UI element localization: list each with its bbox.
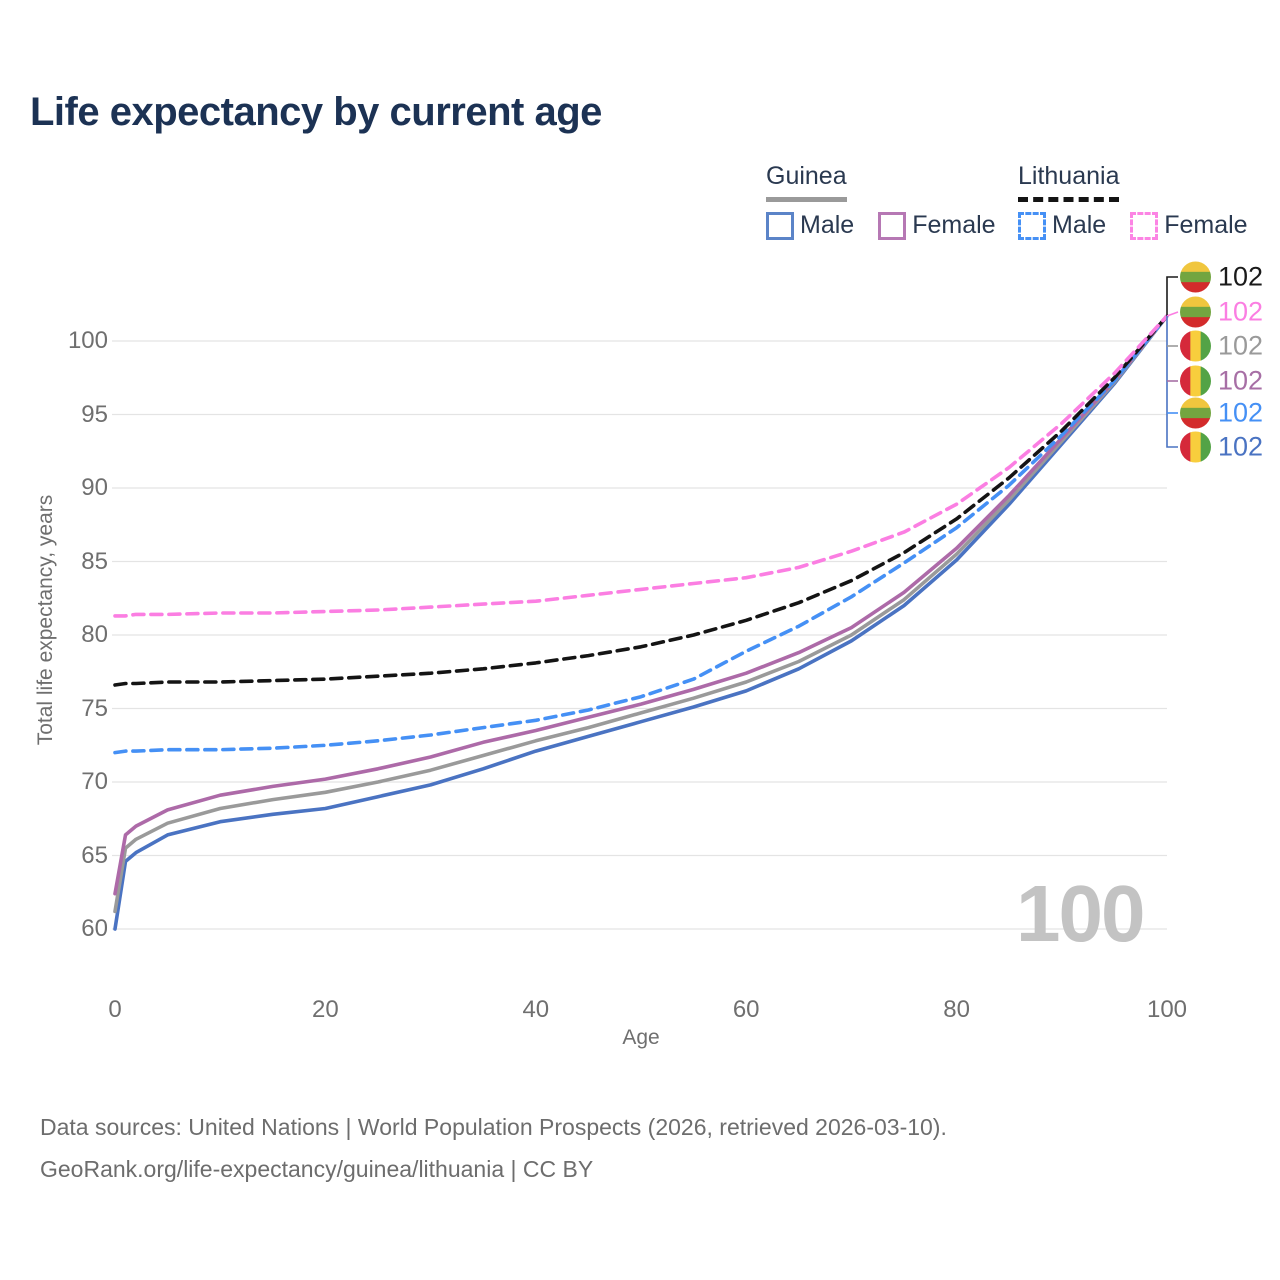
- y-tick-label-65: 65: [81, 841, 108, 869]
- end-label-value: 102: [1218, 365, 1264, 396]
- y-tick-label-95: 95: [81, 400, 108, 428]
- end-label-value: 102: [1218, 330, 1264, 361]
- end-label-guinea-both-sexes: 102: [1180, 330, 1264, 362]
- series-line-lithuania-both: [113, 314, 1169, 687]
- end-label-value: 102: [1218, 296, 1264, 327]
- guinea-flag-icon: [1180, 365, 1211, 397]
- legend-item-lithuania-male[interactable]: Male: [1052, 211, 1107, 239]
- footer: Data sources: United Nations | World Pop…: [40, 1106, 947, 1190]
- end-label-guinea-male: 102: [1180, 431, 1264, 463]
- lithuania-flag-icon: [1180, 296, 1211, 328]
- lithuania-flag-icon: [1180, 397, 1211, 429]
- age-watermark: 100: [1016, 869, 1145, 958]
- guinea-flag-icon: [1180, 330, 1211, 362]
- x-tick-label-40: 40: [522, 996, 550, 1023]
- guinea-flag-icon: [1180, 365, 1211, 397]
- data-sources-line: Data sources: United Nations | World Pop…: [40, 1114, 947, 1140]
- guinea-flag-icon: [1180, 431, 1211, 463]
- legend-header-guinea: Guinea: [766, 162, 847, 202]
- end-label-lithuania-female: 102: [1180, 296, 1264, 328]
- y-tick-label-85: 85: [81, 547, 108, 575]
- guinea-flag-icon: [1180, 330, 1211, 362]
- end-label-lithuania-both-sexes: 102: [1180, 261, 1264, 293]
- attribution-line: GeoRank.org/life-expectancy/guinea/lithu…: [40, 1156, 594, 1182]
- legend-item-lithuania-female[interactable]: Female: [1164, 211, 1248, 239]
- end-label-value: 102: [1218, 397, 1264, 428]
- x-tick-label-20: 20: [312, 996, 339, 1023]
- x-tick-label-60: 60: [732, 996, 760, 1023]
- leader-line-lithuania-both: [1166, 276, 1178, 317]
- lithuania-flag-icon: [1180, 296, 1211, 328]
- legend-header-lithuania: Lithuania: [1018, 162, 1120, 202]
- end-label-value: 102: [1218, 261, 1264, 292]
- y-tick-label-80: 80: [81, 621, 108, 648]
- y-tick-label-60: 60: [81, 915, 108, 942]
- lithuania-flag-icon: [1180, 261, 1211, 293]
- legend-group-guinea: Guinea Male Female: [766, 162, 1020, 240]
- y-tick-label-75: 75: [81, 694, 108, 722]
- series-line-guinea-female: [113, 314, 1169, 896]
- series-line-guinea-male: [113, 314, 1169, 931]
- x-tick-label-100: 100: [1146, 996, 1188, 1023]
- lithuania-male-swatch-icon[interactable]: [1018, 211, 1046, 240]
- guinea-female-swatch-icon[interactable]: [878, 211, 907, 240]
- guinea-male-swatch-icon[interactable]: [766, 211, 794, 240]
- legend-item-guinea-female[interactable]: Female: [912, 211, 996, 239]
- legend-item-guinea-male[interactable]: Male: [800, 211, 855, 239]
- x-tick-label-0: 0: [108, 996, 122, 1023]
- y-tick-label-100: 100: [67, 327, 108, 354]
- series-line-lithuania-female: [113, 314, 1169, 618]
- lithuania-flag-icon: [1180, 397, 1211, 429]
- guinea-flag-icon: [1180, 431, 1211, 463]
- end-label-value: 102: [1218, 431, 1264, 462]
- leader-line-guinea-male: [1166, 316, 1178, 448]
- end-label-lithuania-male: 102: [1180, 397, 1264, 429]
- y-tick-label-90: 90: [81, 474, 108, 501]
- x-axis-title: Age: [622, 1026, 660, 1049]
- y-tick-label-70: 70: [81, 768, 108, 795]
- page-title: Life expectancy by current age: [30, 90, 602, 134]
- lithuania-flag-icon: [1180, 261, 1211, 293]
- leader-line-lithuania-female: [1166, 311, 1179, 317]
- series-line-guinea-both: [113, 314, 1169, 914]
- end-label-guinea-female: 102: [1180, 365, 1264, 397]
- series-line-lithuania-male: [113, 314, 1169, 755]
- legend-group-lithuania: Lithuania Male Female: [1018, 162, 1272, 240]
- lithuania-female-swatch-icon[interactable]: [1130, 211, 1159, 240]
- x-tick-label-80: 80: [943, 996, 970, 1023]
